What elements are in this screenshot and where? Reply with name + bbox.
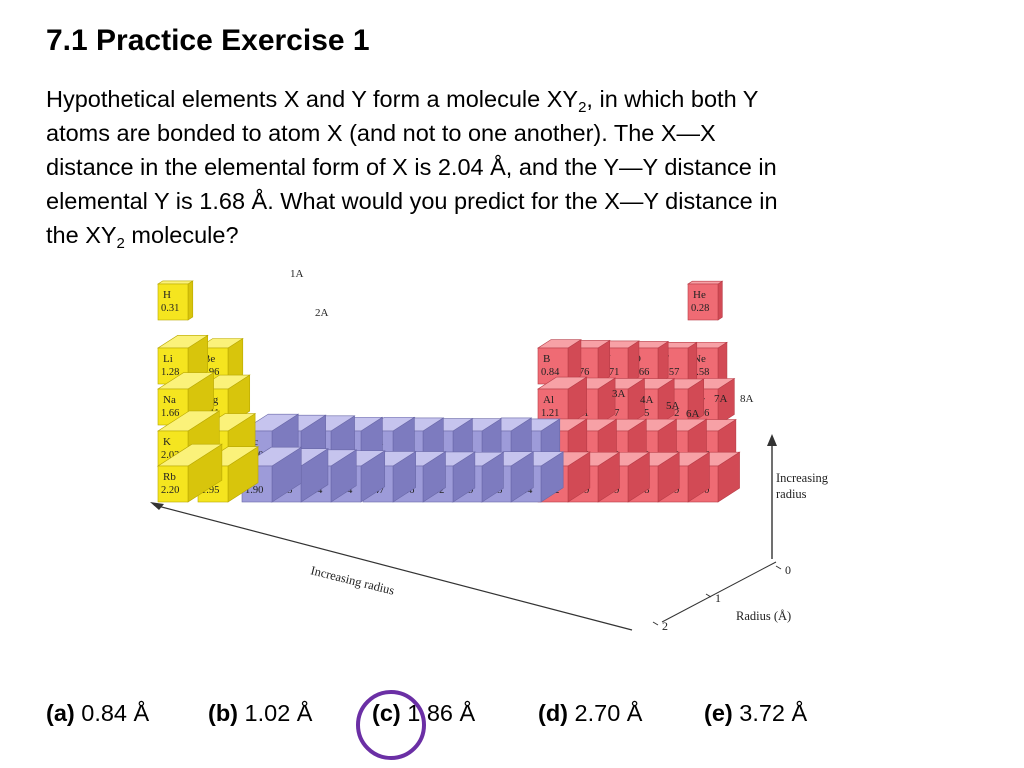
group-label-1a: 1A <box>290 268 304 280</box>
choice-b[interactable]: (b) 1.02 Å <box>208 700 313 726</box>
element-block-he-side <box>717 280 723 321</box>
selected-answer-circle <box>356 690 426 760</box>
choice-e[interactable]: (e) 3.72 Å <box>704 700 808 726</box>
group-label-6a: 6A <box>686 408 700 420</box>
radius-axis-line <box>661 561 777 623</box>
question-line-5: the XY2 molecule? <box>46 222 239 252</box>
element-block-h-top <box>156 280 194 285</box>
radius-tick-1: 1 <box>715 591 721 605</box>
question-line-3: distance in the elemental form of X is 2… <box>46 154 777 180</box>
element-block-f-side <box>687 341 698 385</box>
element-symbol-h: H <box>163 289 171 301</box>
radius-tick-mark-1 <box>705 593 712 598</box>
choice-d[interactable]: (d) 2.70 Å <box>538 700 643 726</box>
element-radius-he: 0.28 <box>691 303 709 314</box>
element-radius-sr: 1.95 <box>201 485 219 496</box>
element-radius-na: 1.66 <box>161 408 179 419</box>
element-block-he-top <box>686 280 724 285</box>
element-radius-n: 0.71 <box>601 367 619 378</box>
radius-tick-mark-2 <box>652 621 659 626</box>
element-block-o-side <box>657 340 669 385</box>
element-symbol-li: Li <box>163 353 173 365</box>
element-radius-f: 0.57 <box>661 367 679 378</box>
group-label-4a: 4A <box>640 394 654 406</box>
question-line-2: atoms are bonded to atom X (and not to o… <box>46 120 716 146</box>
radius-tick-2: 2 <box>662 619 668 633</box>
group-label-8a: 8A <box>740 393 754 405</box>
group-label-3a: 3A <box>612 388 626 400</box>
page-title: 7.1 Practice Exercise 1 <box>46 24 370 57</box>
element-block-n-side <box>627 340 640 385</box>
element-block-he <box>687 283 719 321</box>
element-radius-b: 0.84 <box>541 367 560 378</box>
figure-layer: He0.28H0.31Ne0.58F0.57O0.66N0.71C0.76B0.… <box>150 268 829 633</box>
bottom-axis-line <box>153 504 633 631</box>
element-symbol-k: K <box>163 436 171 448</box>
bottom-axis-label: Increasing radius <box>309 563 396 597</box>
element-block-h <box>157 283 189 321</box>
group-label-7a: 7A <box>714 393 728 405</box>
atomic-radii-periodic-table-figure: He0.28H0.31Ne0.58F0.57O0.66N0.71C0.76B0.… <box>150 268 829 633</box>
right-axis-label-1: Increasing <box>776 471 829 485</box>
element-block-rb <box>157 465 189 503</box>
element-symbol-b: B <box>543 353 550 365</box>
question-line-1: Hypothetical elements X and Y form a mol… <box>46 86 759 116</box>
element-radius-rb: 2.20 <box>161 485 179 496</box>
element-block-h-side <box>187 280 194 321</box>
element-radius-k: 2.03 <box>161 450 179 461</box>
element-radius-y: 1.90 <box>245 485 263 496</box>
element-symbol-al: Al <box>543 394 554 406</box>
group-label-2a: 2A <box>315 307 329 319</box>
element-radius-o: 0.66 <box>631 367 649 378</box>
element-radius-h: 0.31 <box>161 303 179 314</box>
choice-a[interactable]: (a) 0.84 Å <box>46 700 150 726</box>
radius-tick-mark-0 <box>775 565 782 570</box>
element-symbol-he: He <box>693 289 706 301</box>
element-radius-al: 1.21 <box>541 408 559 419</box>
right-axis-label-2: radius <box>776 487 807 501</box>
element-symbol-rb: Rb <box>163 471 176 483</box>
group-label-5a: 5A <box>666 400 680 412</box>
bottom-axis-arrow <box>150 502 164 510</box>
radius-axis-label: Radius (Å) <box>736 609 791 623</box>
element-block-ne-side <box>717 341 728 385</box>
radius-tick-0: 0 <box>785 563 791 577</box>
element-radius-ne: 0.58 <box>691 367 709 378</box>
question-line-4: elemental Y is 1.68 Å. What would you pr… <box>46 188 778 214</box>
question-text: Hypothetical elements X and Y form a mol… <box>46 82 966 252</box>
element-radius-li: 1.28 <box>161 367 179 378</box>
right-axis-arrow <box>767 434 777 446</box>
element-symbol-na: Na <box>163 394 176 406</box>
